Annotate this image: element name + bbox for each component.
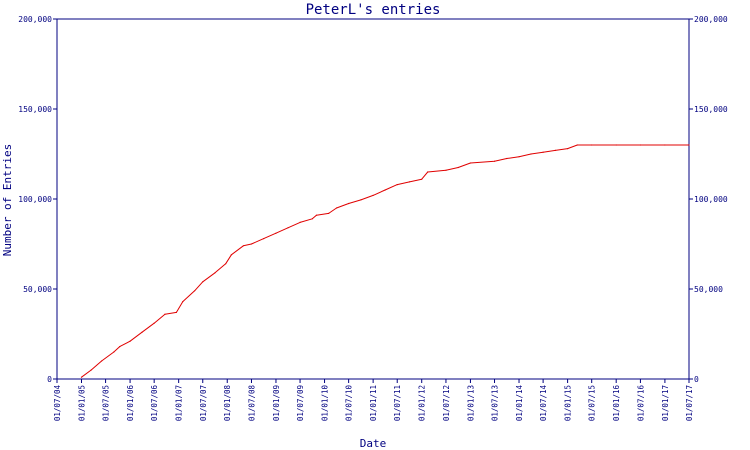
x-tick-label: 01/07/04	[53, 385, 62, 422]
x-tick-label: 01/01/15	[564, 385, 573, 421]
x-tick-label: 01/07/08	[247, 385, 256, 422]
data-point	[518, 156, 520, 158]
data-point	[194, 290, 196, 292]
x-tick-label: 01/07/10	[345, 385, 354, 422]
data-point	[615, 144, 617, 146]
data-point	[348, 202, 350, 205]
x-tick-label: 01/01/13	[466, 385, 475, 421]
x-tick-label: 01/07/07	[199, 385, 208, 421]
data-point	[427, 171, 429, 173]
y-tick-label-left: 50,000	[23, 285, 52, 294]
data-point	[242, 245, 244, 247]
y-axis-label: Number of Entries	[1, 144, 14, 257]
data-point	[299, 221, 301, 223]
x-tick-label: 01/01/07	[175, 385, 184, 421]
x-tick-label: 01/01/16	[612, 385, 621, 422]
data-point	[275, 232, 277, 234]
x-tick-label: 01/07/05	[102, 385, 111, 421]
x-tick-label: 01/01/05	[77, 385, 86, 421]
x-tick-label: 01/01/10	[321, 385, 330, 422]
data-point	[287, 227, 289, 229]
x-tick-label: 01/07/17	[685, 385, 694, 421]
data-point	[250, 243, 253, 245]
data-point	[384, 189, 386, 191]
x-axis: 01/07/04 01/01/05 01/07/05 01/01/06 01/07/06…	[53, 379, 694, 421]
data-point	[493, 160, 496, 162]
data-point	[360, 199, 362, 201]
data-point	[182, 301, 184, 303]
y-tick-label-left: 0	[47, 375, 52, 384]
data-point	[311, 218, 313, 220]
y-tick-label-left: 100,000	[18, 195, 52, 204]
data-point	[263, 238, 265, 240]
y-axis-left: 0 50,000 100,000 150,000 200,000	[18, 15, 57, 384]
data-point	[421, 178, 423, 180]
x-tick-label: 01/01/12	[418, 385, 427, 421]
x-tick-label: 01/01/17	[661, 385, 670, 421]
data-point	[688, 144, 690, 146]
data-point	[129, 340, 131, 342]
y-tick-label-right: 200,000	[694, 15, 728, 24]
data-point	[175, 311, 177, 313]
y-axis-right: 0 50,000 100,000 150,000 200,000	[689, 15, 728, 384]
x-tick-label: 01/07/12	[442, 385, 451, 421]
data-point	[315, 214, 318, 216]
x-tick-label: 01/01/11	[369, 385, 378, 421]
x-tick-label: 01/07/15	[588, 385, 597, 421]
data-point	[90, 369, 92, 371]
x-tick-label: 01/07/11	[393, 385, 402, 421]
data-point	[396, 184, 398, 186]
data-point	[164, 313, 166, 315]
y-tick-label-left: 200,000	[18, 15, 52, 24]
data-point	[328, 212, 330, 214]
series-line	[81, 144, 689, 378]
data-point	[664, 144, 666, 146]
y-tick-label-right: 0	[694, 375, 699, 384]
x-tick-label: 01/07/14	[539, 385, 548, 422]
y-tick-label-left: 150,000	[18, 105, 52, 114]
x-tick-label: 01/07/06	[150, 385, 159, 422]
x-tick-label: 01/01/06	[126, 385, 135, 422]
chart-title: PeterL's entries	[306, 2, 441, 18]
data-point	[202, 281, 204, 283]
data-point	[445, 169, 447, 171]
data-point	[80, 376, 83, 378]
data-point	[230, 254, 232, 256]
data-point	[567, 148, 569, 150]
data-point	[457, 166, 459, 169]
x-tick-label: 01/07/16	[636, 385, 645, 422]
x-axis-label: Date	[360, 437, 387, 450]
data-point	[141, 331, 143, 333]
data-point	[408, 181, 411, 183]
data-point	[591, 144, 593, 146]
data-point	[214, 272, 216, 274]
series-layer	[80, 144, 690, 378]
data-point	[542, 151, 544, 153]
x-tick-label: 01/01/09	[272, 385, 281, 421]
data-point	[639, 144, 642, 146]
y-tick-label-right: 150,000	[694, 105, 728, 114]
data-point	[554, 149, 556, 151]
data-point	[469, 162, 472, 164]
data-point	[335, 207, 338, 209]
data-point	[113, 351, 115, 353]
y-tick-label-right: 100,000	[694, 195, 728, 204]
y-tick-label-right: 50,000	[694, 285, 723, 294]
data-point	[153, 322, 155, 324]
x-tick-label: 01/07/13	[491, 385, 500, 421]
data-point	[576, 144, 578, 146]
data-point	[119, 346, 121, 348]
data-point	[530, 153, 532, 155]
data-point	[225, 263, 227, 265]
data-point	[506, 157, 508, 160]
x-tick-label: 01/07/09	[296, 385, 305, 421]
x-tick-label: 01/01/08	[223, 385, 232, 422]
data-point	[372, 194, 374, 196]
x-tick-label: 01/01/14	[515, 385, 524, 422]
data-point	[100, 360, 103, 362]
